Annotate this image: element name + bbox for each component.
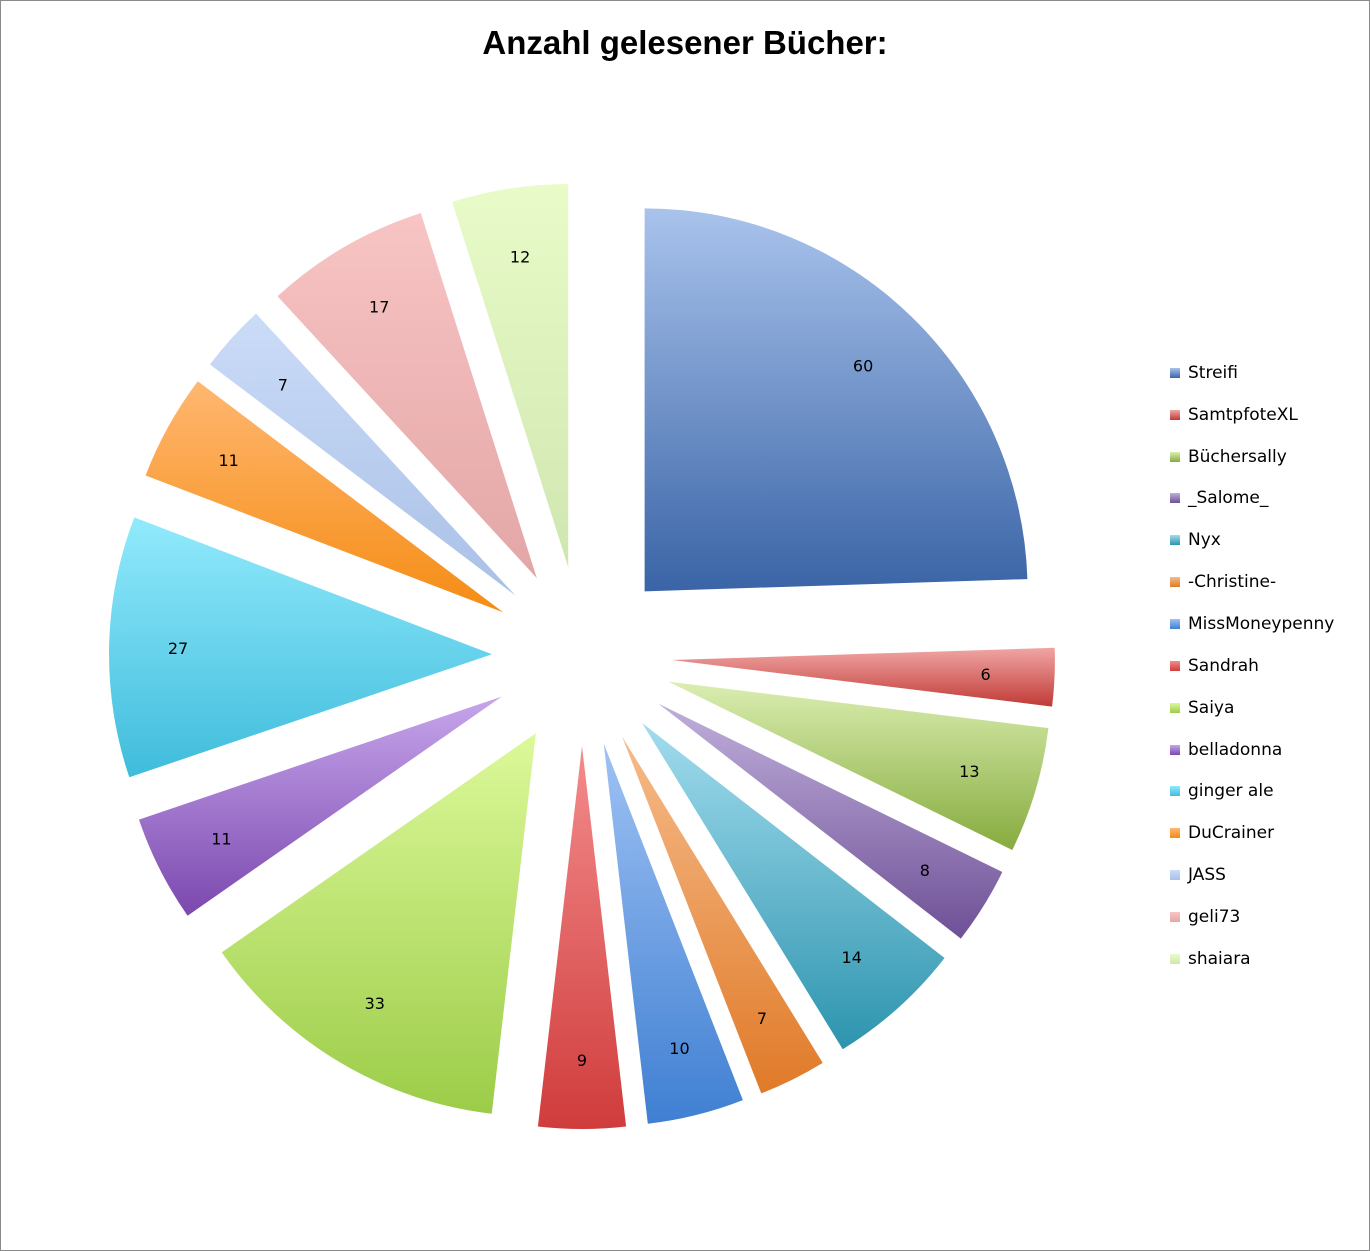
legend-item-ginger-ale: ginger ale (1170, 770, 1334, 812)
legend-label: MissMoneypenny (1188, 613, 1335, 634)
data-label-geli73: 17 (369, 298, 389, 317)
data-label-shaiara: 12 (510, 248, 530, 267)
pie-slice-b-chersally (668, 681, 1049, 850)
legend-swatch (1170, 618, 1180, 629)
data-label-ducrainer: 11 (218, 451, 238, 470)
legend-item-ducrainer: DuCrainer (1170, 812, 1334, 854)
pie-slice-christine (622, 736, 823, 1094)
legend-item-b-chersally: Büchersally (1170, 436, 1334, 478)
data-label-christine: 7 (757, 1009, 767, 1028)
data-label-streifi: 60 (853, 357, 873, 376)
legend-label: Streifi (1188, 362, 1238, 383)
legend-item-belladonna: belladonna (1170, 729, 1334, 771)
legend-swatch (1170, 828, 1180, 839)
legend-swatch (1170, 535, 1180, 546)
legend-item-missmoneypenny: MissMoneypenny (1170, 603, 1334, 645)
legend-swatch (1170, 870, 1180, 881)
legend-swatch (1170, 911, 1180, 922)
pie-slice-samtpfotexl (671, 647, 1055, 707)
legend-label: _Salome_ (1188, 488, 1269, 509)
legend-label: geli73 (1188, 906, 1241, 927)
legend-label: belladonna (1188, 739, 1283, 760)
data-label-missmoneypenny: 10 (669, 1039, 689, 1058)
legend-swatch (1170, 660, 1180, 671)
legend-swatch (1170, 744, 1180, 755)
legend-swatch (1170, 367, 1180, 378)
legend-swatch (1170, 953, 1180, 964)
legend-label: Sandrah (1188, 655, 1259, 676)
legend-label: DuCrainer (1188, 823, 1275, 844)
pie-slice-shaiara (452, 184, 569, 568)
chart-title: Anzahl gelesener Bücher: (482, 24, 888, 61)
data-label-saiya: 33 (365, 994, 385, 1013)
legend-swatch (1170, 409, 1180, 420)
legend-item-saiya: Saiya (1170, 687, 1334, 729)
legend-item-salome: _Salome_ (1170, 478, 1334, 520)
legend-label: Büchersally (1188, 446, 1287, 467)
legend-label: ginger ale (1188, 781, 1274, 802)
pie-slice-sandrah (537, 746, 627, 1130)
legend-swatch (1170, 451, 1180, 462)
legend-item-samtpfotexl: SamtpfoteXL (1170, 394, 1334, 436)
data-label-ginger-ale: 27 (168, 639, 188, 658)
data-label-samtpfotexl: 6 (981, 665, 991, 684)
data-label-jass: 7 (278, 375, 288, 394)
legend-label: -Christine- (1188, 572, 1277, 593)
legend-item-christine: -Christine- (1170, 561, 1334, 603)
legend-item-sandrah: Sandrah (1170, 645, 1334, 687)
legend-item-geli73: geli73 (1170, 896, 1334, 938)
pie-slice-missmoneypenny (603, 743, 743, 1124)
data-label-salome: 8 (920, 861, 930, 880)
pie-slice-nyx (642, 723, 945, 1050)
pie-slice-ginger-ale (109, 517, 493, 778)
pie-slice-streifi (644, 208, 1028, 592)
legend-swatch (1170, 702, 1180, 713)
legend-swatch (1170, 786, 1180, 797)
pie-slice-saiya (221, 733, 536, 1114)
legend-label: shaiara (1188, 948, 1251, 969)
legend-label: Saiya (1188, 697, 1235, 718)
legend-swatch (1170, 493, 1180, 504)
pie-slice-belladonna (138, 696, 502, 916)
data-label-b-chersally: 13 (959, 762, 979, 781)
legend-label: JASS (1188, 865, 1226, 886)
pie-slice-geli73 (277, 213, 537, 579)
data-label-belladonna: 11 (211, 829, 231, 848)
legend-item-streifi: Streifi (1170, 352, 1334, 394)
legend-item-nyx: Nyx (1170, 519, 1334, 561)
legend-item-jass: JASS (1170, 854, 1334, 896)
legend-label: Nyx (1188, 530, 1221, 551)
pie-slice-salome (658, 703, 1003, 939)
pie-slice-ducrainer (145, 381, 504, 613)
pie-slice-jass (209, 313, 516, 596)
legend-label: SamtpfoteXL (1188, 404, 1298, 425)
chart-legend: Streifi SamtpfoteXL Büchersally _Salome_ Nyx… (1170, 352, 1334, 980)
legend-swatch (1170, 577, 1180, 588)
legend-item-shaiara: shaiara (1170, 938, 1334, 980)
data-label-nyx: 14 (842, 948, 862, 967)
data-label-sandrah: 9 (577, 1051, 587, 1070)
